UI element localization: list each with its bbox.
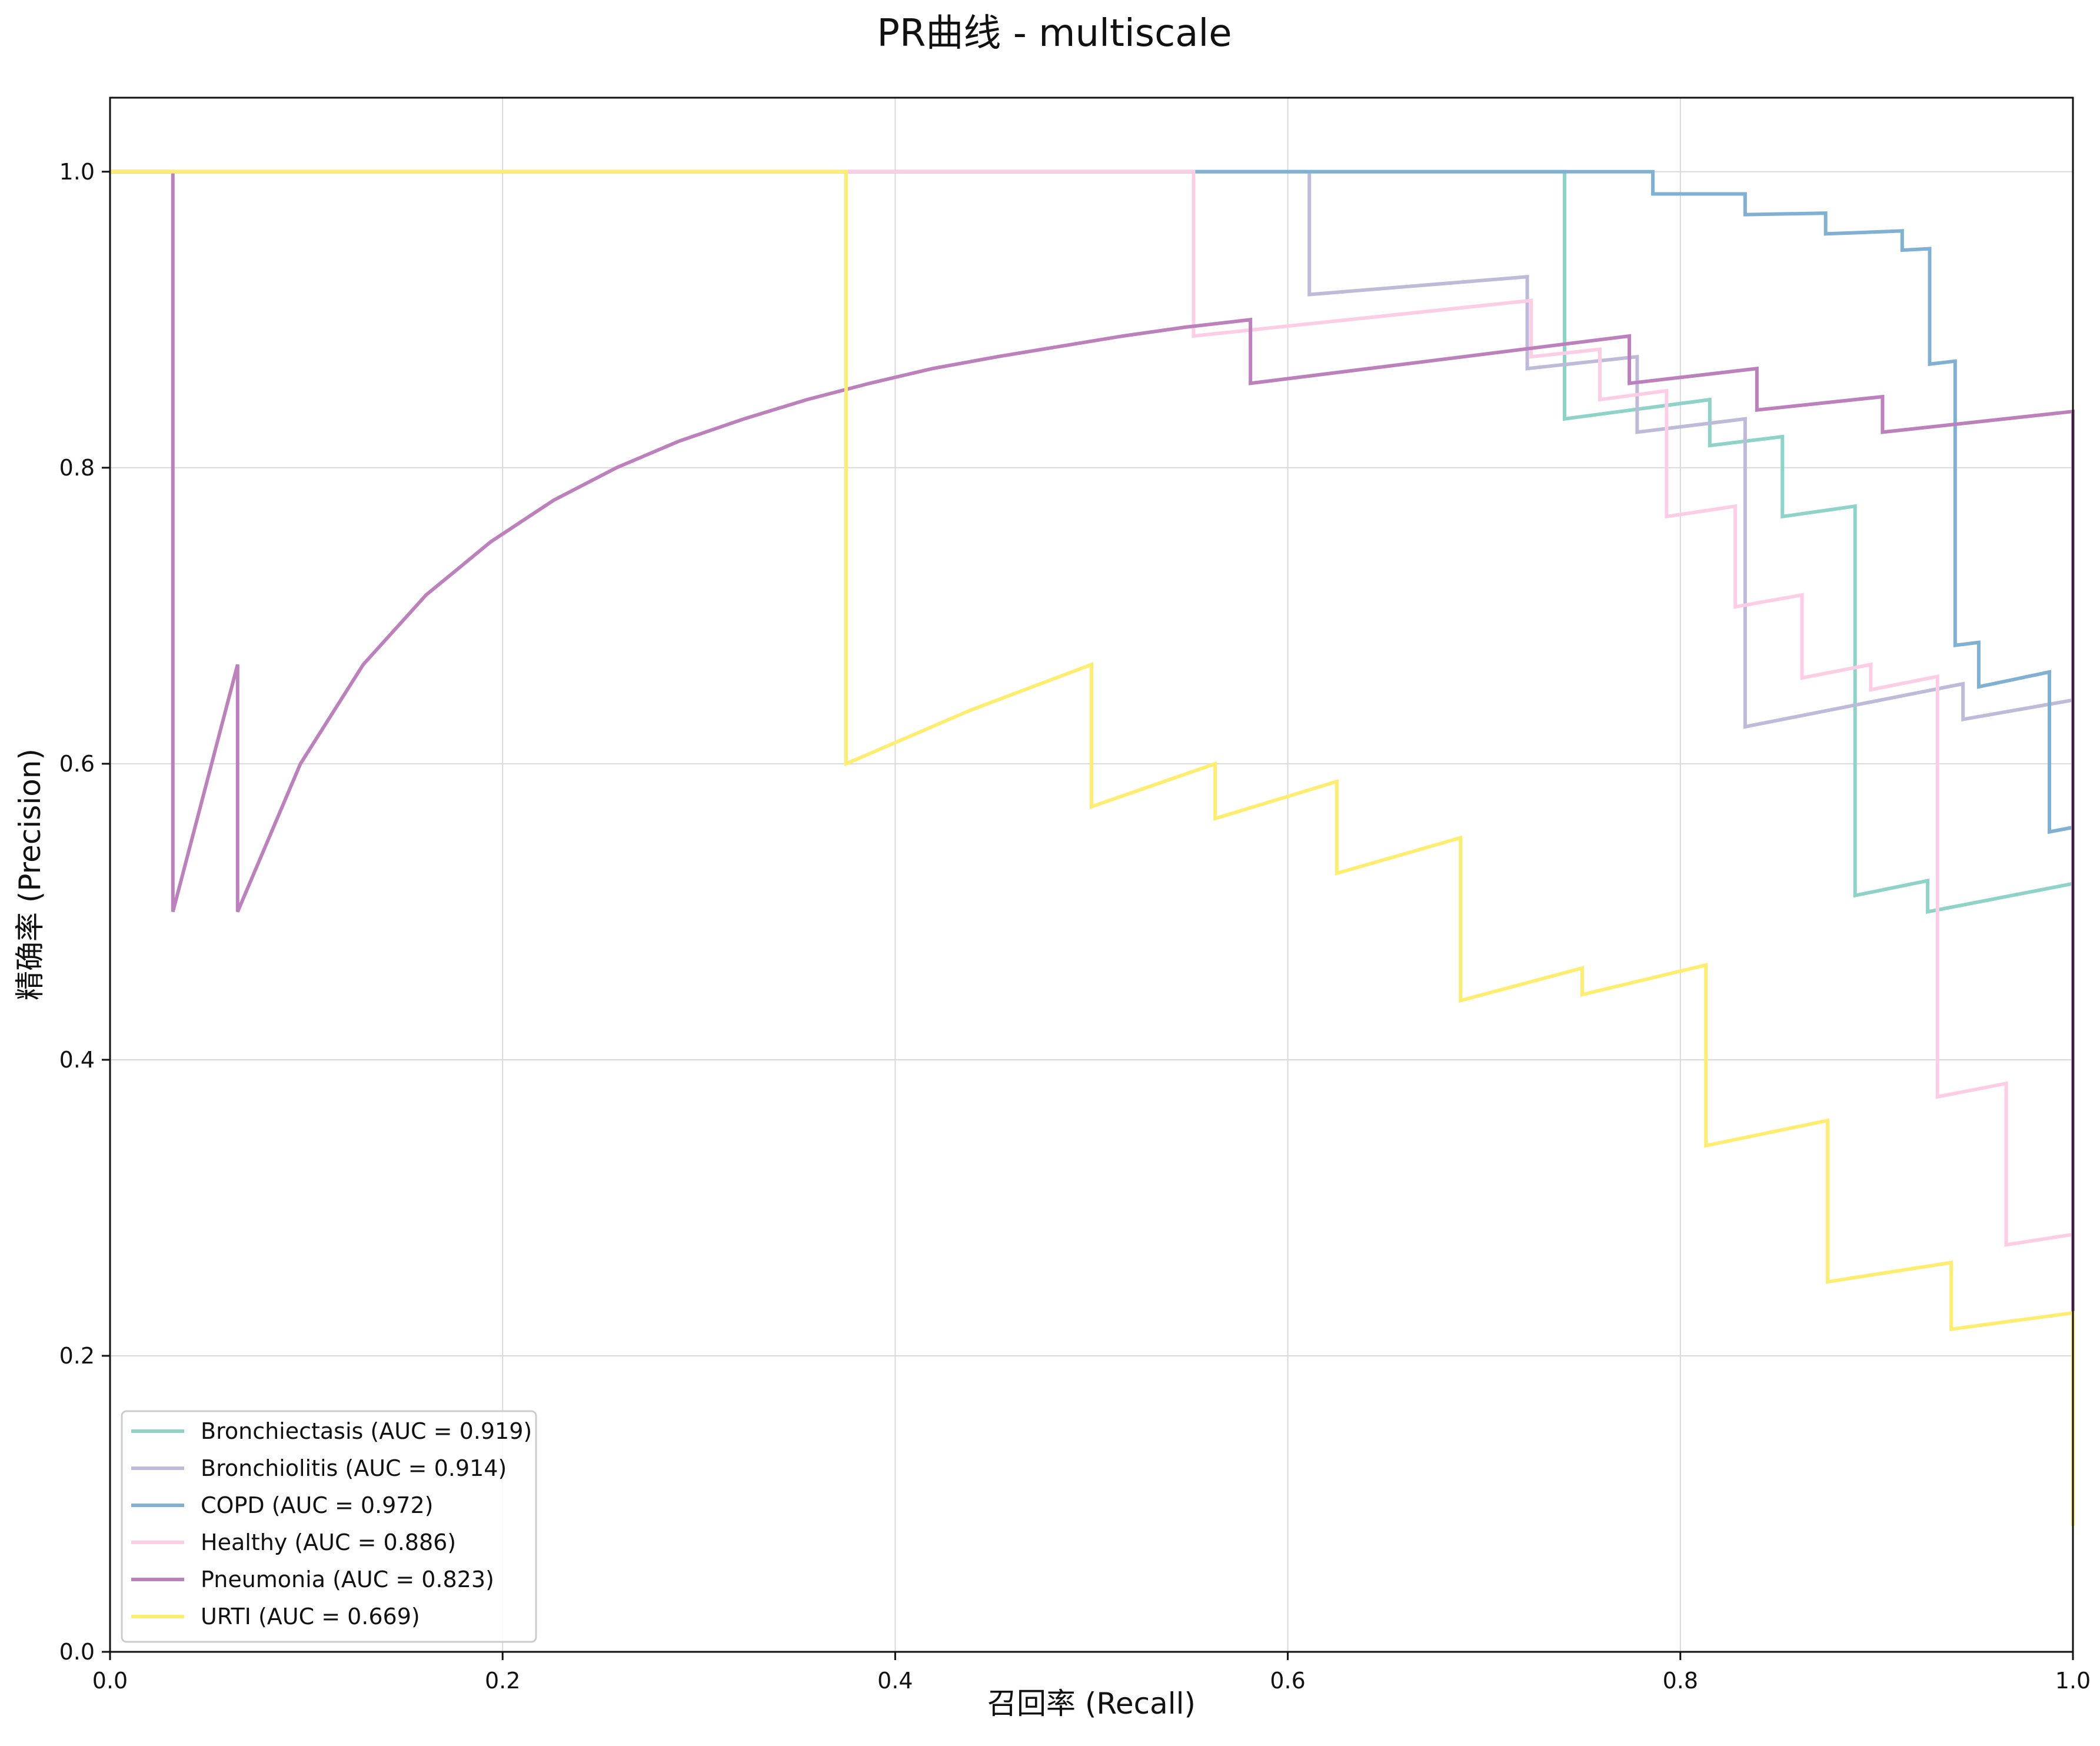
y-tick-label: 0.2 <box>59 1343 95 1369</box>
series-line-4 <box>110 169 2075 1326</box>
y-axis-ticks: 0.0 0.2 0.4 0.6 0.8 1.0 <box>59 159 110 1665</box>
legend-label: Bronchiolitis (AUC = 0.914) <box>201 1455 507 1481</box>
series-line-3 <box>110 169 2074 1247</box>
y-tick-label: 0.6 <box>59 751 95 777</box>
series-lines <box>110 169 2075 1526</box>
legend-label: Bronchiectasis (AUC = 0.919) <box>201 1418 532 1444</box>
legend-label: URTI (AUC = 0.669) <box>201 1604 420 1629</box>
x-axis-ticks: 0.0 0.2 0.4 0.6 0.8 1.0 <box>92 1652 2091 1694</box>
plot-frame <box>109 97 2074 1653</box>
series-line-1 <box>110 169 2074 729</box>
series-line-0 <box>110 169 2074 914</box>
y-tick-label: 0.4 <box>59 1047 95 1073</box>
legend-label: COPD (AUC = 0.972) <box>201 1492 433 1518</box>
y-tick-label: 0.8 <box>59 455 95 481</box>
legend: Bronchiectasis (AUC = 0.919) Bronchioliti… <box>121 1410 537 1643</box>
x-tick-label: 0.2 <box>485 1668 520 1694</box>
legend-label: Pneumonia (AUC = 0.823) <box>201 1567 494 1592</box>
x-tick-label: 1.0 <box>2055 1668 2091 1694</box>
series-line-2 <box>110 169 2074 834</box>
x-tick-label: 0.8 <box>1663 1668 1698 1694</box>
chart-title: PR曲线 - multiscale <box>877 12 1232 55</box>
x-tick-label: 0.0 <box>92 1668 128 1694</box>
y-tick-label: 0.0 <box>59 1639 95 1665</box>
y-tick-label: 1.0 <box>59 159 95 185</box>
x-tick-label: 0.4 <box>877 1668 913 1694</box>
y-axis-label: 精确率 (Precision) <box>13 749 47 1000</box>
series-line-5 <box>110 169 2075 1526</box>
x-axis-label: 召回率 (Recall) <box>987 1687 1196 1721</box>
legend-box <box>121 1410 537 1643</box>
x-tick-label: 0.6 <box>1270 1668 1305 1694</box>
legend-label: Healthy (AUC = 0.886) <box>201 1529 456 1555</box>
